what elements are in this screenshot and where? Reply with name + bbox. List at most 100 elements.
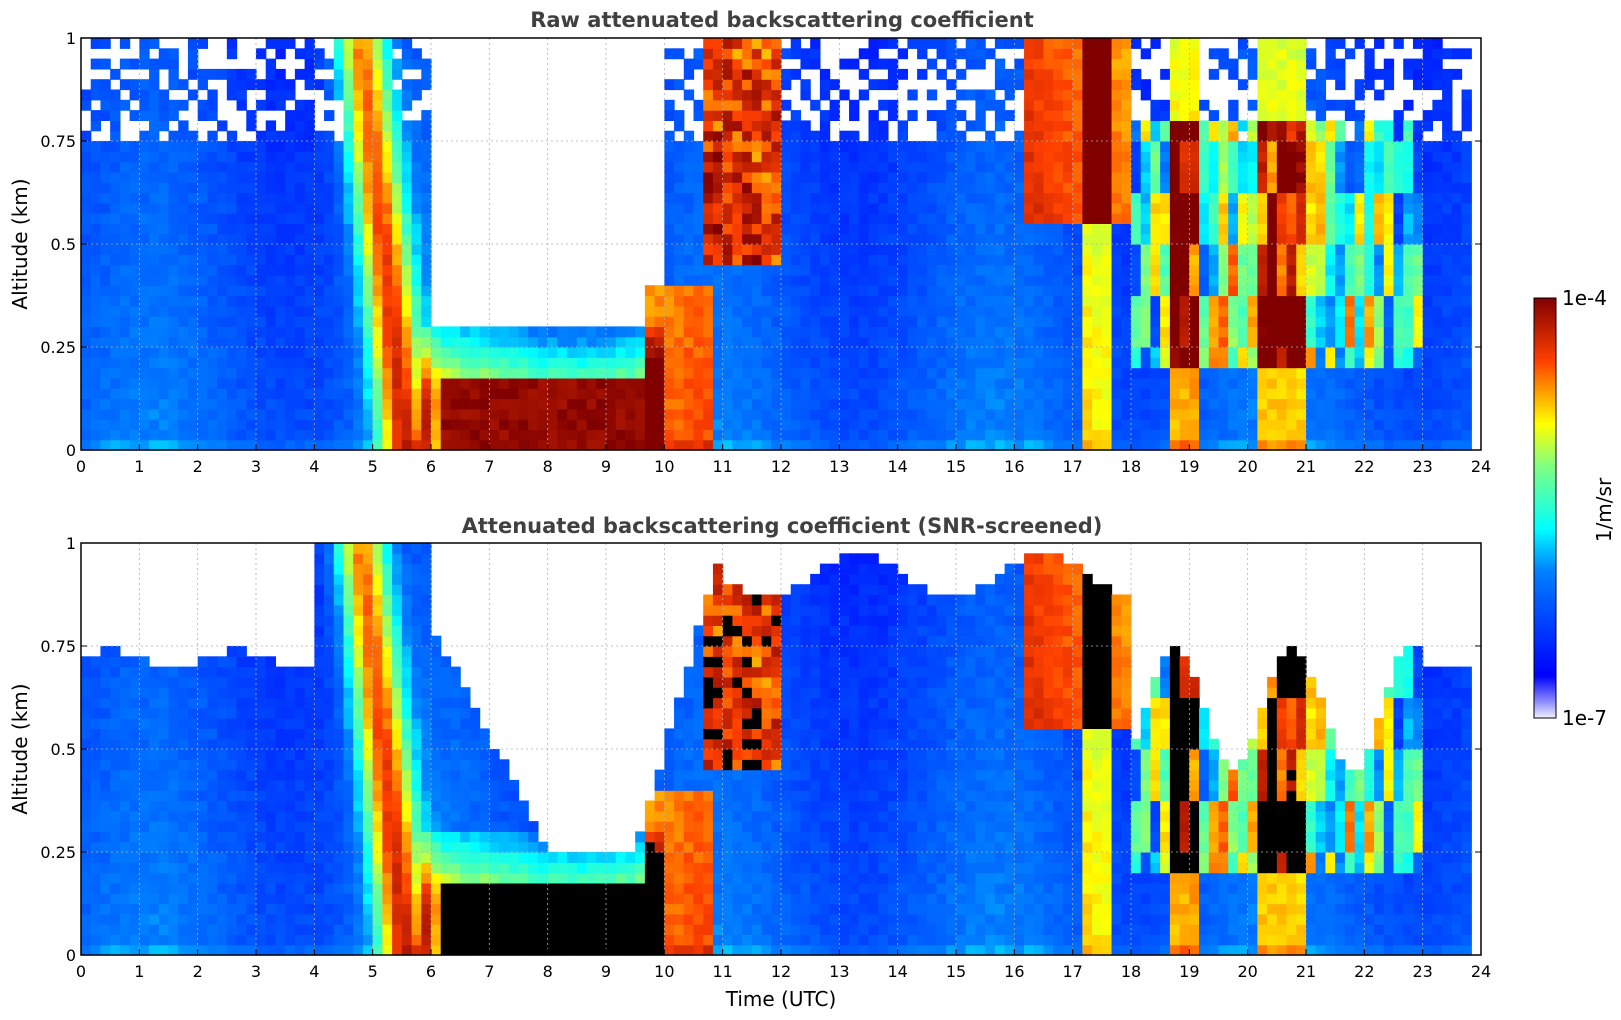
heatmap-cell [1140,336,1152,348]
heatmap-cell [1033,79,1045,91]
heatmap-cell [849,171,860,183]
heatmap-cell [197,182,208,194]
heatmap-cell [819,377,831,389]
heatmap-cell [1121,326,1132,338]
heatmap-cell [333,202,345,214]
heatmap-cell [1111,89,1122,101]
heatmap-cell [1033,326,1045,338]
heatmap-cell [100,141,111,152]
heatmap-cell [1461,357,1472,369]
heatmap-cell [129,882,140,894]
heatmap-cell [392,295,403,307]
heatmap-cell [1043,377,1054,389]
heatmap-cell [401,213,413,224]
heatmap-cell [907,264,918,276]
heatmap-cell [703,408,714,420]
heatmap-cell [421,202,432,214]
heatmap-cell [1383,398,1395,410]
heatmap-cell [1014,274,1025,286]
heatmap-cell [1383,182,1395,194]
heatmap-cell [158,408,170,420]
heatmap-cell [1111,58,1122,70]
heatmap-cell [926,38,938,49]
heatmap-cell [1393,254,1404,266]
heatmap-cell [1257,223,1268,235]
heatmap-cell [275,233,286,245]
heatmap-cell [1422,439,1433,451]
heatmap-cell [81,924,92,935]
heatmap-cell [965,38,977,49]
heatmap-cell [324,398,335,410]
heatmap-cell [314,305,325,317]
heatmap-cell [1286,171,1297,183]
heatmap-cell [965,89,977,101]
heatmap-cell [139,687,150,699]
heatmap-cell [285,223,296,235]
heatmap-cell [304,377,315,389]
heatmap-cell [187,89,199,101]
heatmap-cell [1072,161,1083,173]
heatmap-cell [1325,254,1336,266]
heatmap-cell [1160,213,1171,224]
heatmap-cell [1189,130,1200,142]
heatmap-cell [1179,377,1190,389]
heatmap-cell [1306,439,1317,451]
heatmap-cell [324,141,335,152]
heatmap-cell [1335,192,1346,204]
heatmap-cell [1053,89,1064,101]
heatmap-cell [508,398,520,410]
heatmap-cell [139,141,150,152]
heatmap-cell [1053,347,1064,358]
heatmap-cell [781,233,792,245]
heatmap-cell [1121,367,1132,379]
heatmap-cell [936,419,947,430]
heatmap-cell [197,429,208,441]
heatmap-cell [1247,367,1258,379]
heatmap-cell [314,377,325,389]
heatmap-cell [965,347,977,358]
heatmap-cell [1140,439,1152,451]
heatmap-cell [1101,367,1113,379]
heatmap-cell [917,377,928,389]
heatmap-cell [431,388,442,400]
heatmap-cell [576,388,588,400]
heatmap-cell [392,429,403,441]
heatmap-cell [761,336,772,348]
heatmap-cell [265,244,277,255]
heatmap-cell [197,68,208,80]
heatmap-cell [129,326,140,338]
heatmap-cell [926,110,938,121]
heatmap-cell [839,89,850,101]
heatmap-cell [965,244,977,255]
heatmap-cell [100,841,111,853]
heatmap-cell [1393,316,1404,327]
heatmap-cell [382,79,393,91]
heatmap-cell [781,295,792,307]
heatmap-cell [265,182,277,194]
heatmap-cell [110,759,121,771]
heatmap-cell [1121,398,1132,410]
heatmap-cell [158,367,170,379]
heatmap-cell [421,244,432,255]
heatmap-cell [81,305,92,317]
heatmap-cell [1451,398,1463,410]
heatmap-cell [158,254,170,266]
heatmap-cell [1286,439,1297,451]
heatmap-cell [1354,357,1365,369]
heatmap-cell [217,316,228,327]
heatmap-cell [1082,202,1093,214]
heatmap-cell [537,439,549,451]
heatmap-cell [129,398,140,410]
heatmap-cell [1101,202,1113,214]
heatmap-cell [1101,316,1113,327]
heatmap-cell [994,295,1006,307]
heatmap-cell [1422,171,1433,183]
heatmap-cell [1325,326,1336,338]
heatmap-cell [431,326,442,338]
heatmap-cell [1344,408,1356,420]
heatmap-cell [275,141,286,152]
heatmap-cell [965,48,977,60]
heatmap-cell [1218,326,1229,338]
heatmap-cell [1062,419,1074,430]
heatmap-cell [1228,223,1239,235]
